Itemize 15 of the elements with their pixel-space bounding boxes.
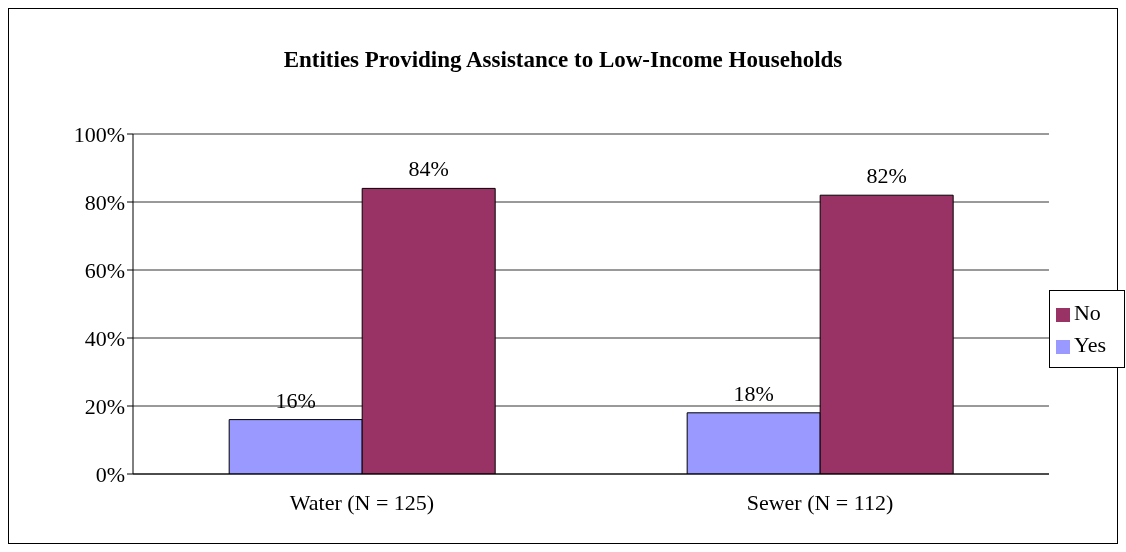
y-tick-label: 0% [95,461,125,487]
y-tick-label: 20% [84,393,125,419]
legend-label: Yes [1073,332,1106,357]
data-label: 82% [866,163,907,189]
data-label: 16% [275,387,316,413]
y-tick-label: 60% [84,257,125,283]
legend-label: No [1073,300,1101,325]
x-tick-label: Water (N = 125) [289,489,435,515]
y-tick-label: 80% [84,189,125,215]
y-tick-label: 100% [73,121,125,147]
data-label: 84% [408,156,449,182]
x-tick-label: Sewer (N = 112) [746,489,894,515]
data-label: 18% [733,380,774,406]
chart-title: Entities Providing Assistance to Low-Income Households [282,47,844,73]
y-tick-label: 40% [84,325,125,351]
